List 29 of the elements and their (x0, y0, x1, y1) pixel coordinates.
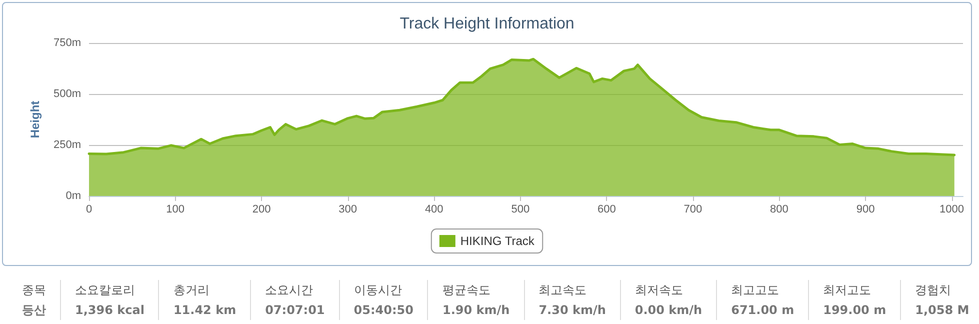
text: 최저속도 0.00 km/h (634, 282, 702, 317)
chart-title: Track Height Information (400, 16, 574, 32)
text: 최고고도 671.00 m (731, 282, 794, 317)
x-tick-label: 1000 (940, 204, 964, 216)
text: 이동시간 05:40:50 (354, 282, 414, 317)
text: 소요시간 07:07:01 (265, 282, 325, 317)
y-axis-title: Height (28, 100, 42, 138)
x-tick-label: 200 (252, 204, 271, 216)
x-tick-label: 0 (86, 204, 92, 216)
x-tick-label: 300 (338, 204, 358, 216)
legend-label: HIKING Track (460, 234, 536, 248)
text: 최고속도 7.30 km/h (538, 282, 606, 317)
text: 소요칼로리 1,396 kcal (75, 282, 144, 317)
text: 총거리 11.42 km (173, 282, 236, 317)
x-tick-label: 100 (166, 204, 184, 216)
text: 종목 등산 (22, 282, 46, 317)
y-tick-label: 0m (66, 190, 81, 202)
x-tick-label: 500 (511, 204, 530, 216)
y-tick-label: 250m (53, 139, 81, 151)
x-tick-label: 900 (856, 204, 875, 216)
x-tick-label: 400 (424, 204, 444, 216)
x-tick-label: 800 (770, 204, 788, 216)
text: 최저고도 199.00 m (823, 282, 886, 317)
x-tick-label: 600 (597, 204, 616, 216)
y-tick-label: 750m (53, 37, 81, 49)
x-tick-label: 700 (684, 204, 702, 216)
text: 평균속도 1.90 km/h (442, 282, 510, 317)
text: 경험치 1,058 M (915, 282, 970, 317)
y-tick-label: 500m (53, 88, 81, 100)
